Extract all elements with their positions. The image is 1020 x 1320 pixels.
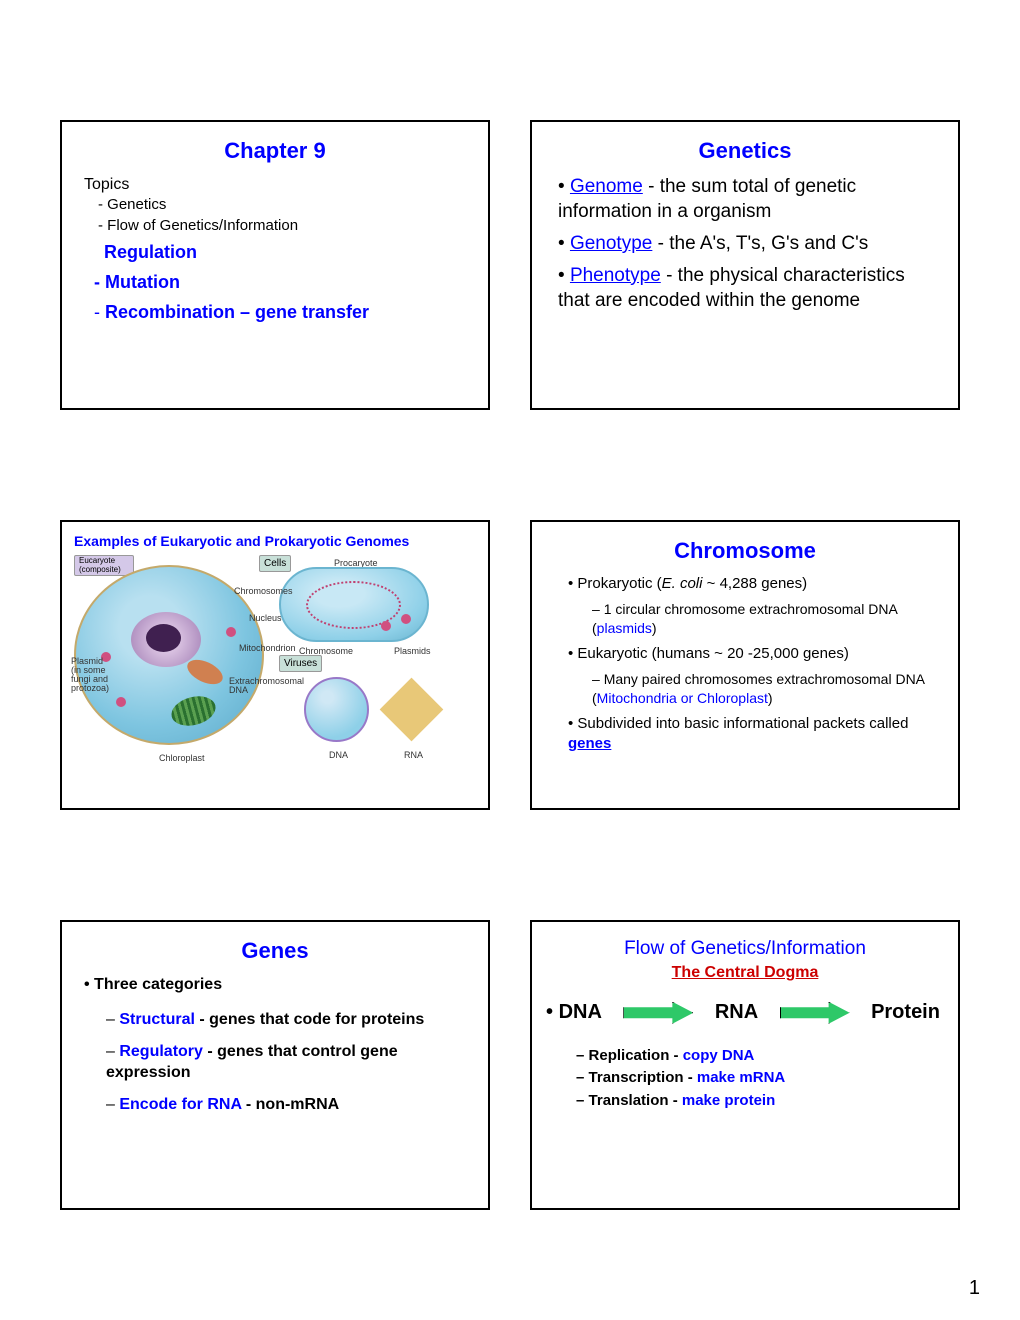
slide5-cat3-rest: - non-mRNA [241, 1096, 339, 1113]
slide1-recomb-prefix: - [94, 302, 105, 322]
slide4-b3-pre: Subdivided into basic informational pack… [577, 715, 908, 732]
arrow-icon [623, 1002, 693, 1024]
slide6-s3-blue: make protein [682, 1092, 775, 1109]
slide5-cat1: Structural - genes that code for protein… [106, 1009, 470, 1031]
slide6-s2: Transcription - make mRNA [576, 1068, 940, 1088]
plasmid-dot-icon [226, 627, 236, 637]
slide2-bullet-2: Phenotype - the physical characteristics… [558, 263, 940, 314]
slide1-title: Chapter 9 [80, 136, 470, 166]
slide6-s3: Translation - make protein [576, 1091, 940, 1111]
slide4-sub2-blue: Mitochondria or Chloroplast [597, 690, 768, 706]
slide1-recombination-row: - Recombination – gene transfer [94, 300, 470, 324]
slide6-subtitle: The Central Dogma [550, 962, 940, 984]
label-nucleus: Nucleus [249, 612, 282, 624]
slide4-title: Chromosome [550, 536, 940, 566]
slide-genomes-diagram: Examples of Eukaryotic and Prokaryotic G… [60, 520, 490, 810]
label-plasmids: Plasmids [394, 645, 431, 657]
label-chromosomes: Chromosomes [234, 585, 293, 597]
label-plasmid: Plasmid (in some fungi and protozoa) [71, 657, 111, 693]
label-chromosome: Chromosome [299, 645, 353, 657]
slide-chromosome: Chromosome Prokaryotic (E. coli ~ 4,288 … [530, 520, 960, 810]
label-eukaryote: Eucaryote (composite) [74, 555, 134, 577]
slide5-cat2: Regulatory - genes that control gene exp… [106, 1041, 470, 1084]
slide3-title: Examples of Eukaryotic and Prokaryotic G… [74, 532, 476, 551]
slide4-b3-genes: genes [568, 735, 611, 752]
slide4-sub2: Many paired chromosomes extrachromosomal… [592, 670, 940, 708]
slide5-cat3: Encode for RNA - non-mRNA [106, 1094, 470, 1116]
slide1-item-0: - Genetics [98, 195, 470, 215]
slide4-b2: Eukaryotic (humans ~ 20 -25,000 genes) [577, 645, 848, 662]
slide2-term-0: Genome [570, 176, 643, 197]
slide6-s1-blue: copy DNA [683, 1047, 755, 1064]
slide4-sub2-post: ) [768, 690, 773, 706]
label-dna: DNA [329, 749, 348, 761]
slide6-s1: Replication - copy DNA [576, 1046, 940, 1066]
slide5-title: Genes [80, 936, 470, 966]
mitochondrion-icon [184, 655, 227, 689]
slide1-regulation: Regulation [104, 240, 470, 264]
label-extrachromosomal: Extrachromosomal DNA [229, 677, 299, 695]
slide4-bullet-3: Subdivided into basic informational pack… [568, 714, 940, 755]
slide4-b1-pre: Prokaryotic ( [577, 575, 661, 592]
slide5-cat1-rest: - genes that code for proteins [195, 1011, 424, 1028]
nucleus-icon [131, 612, 201, 667]
slide4-b1-post: ~ 4,288 genes) [702, 575, 807, 592]
slide4-b1-italic: E. coli [662, 575, 703, 592]
virus-dna-icon [304, 677, 369, 742]
slide2-term-1: Genotype [570, 233, 652, 254]
slide5-cat2-term: Regulatory [119, 1043, 203, 1060]
slide4-sub1-post: ) [652, 620, 657, 636]
slide-genetics: Genetics Genome - the sum total of genet… [530, 120, 960, 410]
slide5-cat1-term: Structural [119, 1011, 195, 1028]
dogma-protein: Protein [871, 999, 940, 1026]
slide2-term-2: Phenotype [570, 265, 661, 286]
dogma-rna: RNA [715, 999, 758, 1026]
slides-grid: Chapter 9 Topics - Genetics - Flow of Ge… [60, 120, 960, 1210]
label-cells: Cells [259, 555, 291, 573]
slide1-topics-label: Topics [84, 174, 470, 196]
slide2-bullet-0: Genome - the sum total of genetic inform… [558, 174, 940, 225]
chloroplast-icon [168, 692, 219, 731]
slide1-recomb: Recombination – gene transfer [105, 302, 369, 322]
page-number: 1 [969, 1277, 980, 1300]
slide5-cat3-term: Encode for RNA [119, 1096, 241, 1113]
label-rna: RNA [404, 749, 423, 761]
dogma-dna: DNA [559, 1001, 602, 1023]
slide4-sub1-blue: plasmids [597, 620, 652, 636]
slide4-bullet-1: Prokaryotic (E. coli ~ 4,288 genes) [568, 574, 940, 594]
plasmid-dot-icon [116, 697, 126, 707]
plasmid-dot-icon [381, 621, 391, 631]
slide1-item-1: - Flow of Genetics/Information [98, 216, 470, 236]
slide-genes: Genes Three categories Structural - gene… [60, 920, 490, 1210]
slide6-s2-pre: Transcription - [589, 1069, 697, 1086]
slide6-s1-pre: Replication - [589, 1047, 683, 1064]
prokaryote-cell-icon [279, 567, 429, 642]
slide1-mutation: - Mutation [94, 270, 470, 294]
slide-central-dogma: Flow of Genetics/Information The Central… [530, 920, 960, 1210]
slide6-s3-pre: Translation - [589, 1092, 682, 1109]
slide6-title: Flow of Genetics/Information [550, 936, 940, 962]
slide6-s2-blue: make mRNA [697, 1069, 785, 1086]
label-mitochondrion: Mitochondrion [239, 642, 296, 654]
slide5-header: Three categories [84, 974, 470, 996]
slide2-bullet-1: Genotype - the A's, T's, G's and C's [558, 231, 940, 257]
label-chloroplast: Chloroplast [159, 752, 205, 764]
slide4-bullet-2: Eukaryotic (humans ~ 20 -25,000 genes) [568, 644, 940, 664]
virus-rna-icon [380, 678, 444, 742]
label-viruses: Viruses [279, 655, 322, 673]
arrow-icon [780, 1002, 850, 1024]
plasmid-dot-icon [401, 614, 411, 624]
slide4-sub1: 1 circular chromosome extrachromosomal D… [592, 600, 940, 638]
genome-diagram: Eucaryote (composite) Cells Procaryote V… [74, 557, 476, 767]
slide2-rest-1: - the A's, T's, G's and C's [652, 233, 868, 254]
dogma-flow: • DNA RNA Protein [550, 999, 940, 1026]
slide-chapter9: Chapter 9 Topics - Genetics - Flow of Ge… [60, 120, 490, 410]
slide2-title: Genetics [550, 136, 940, 166]
